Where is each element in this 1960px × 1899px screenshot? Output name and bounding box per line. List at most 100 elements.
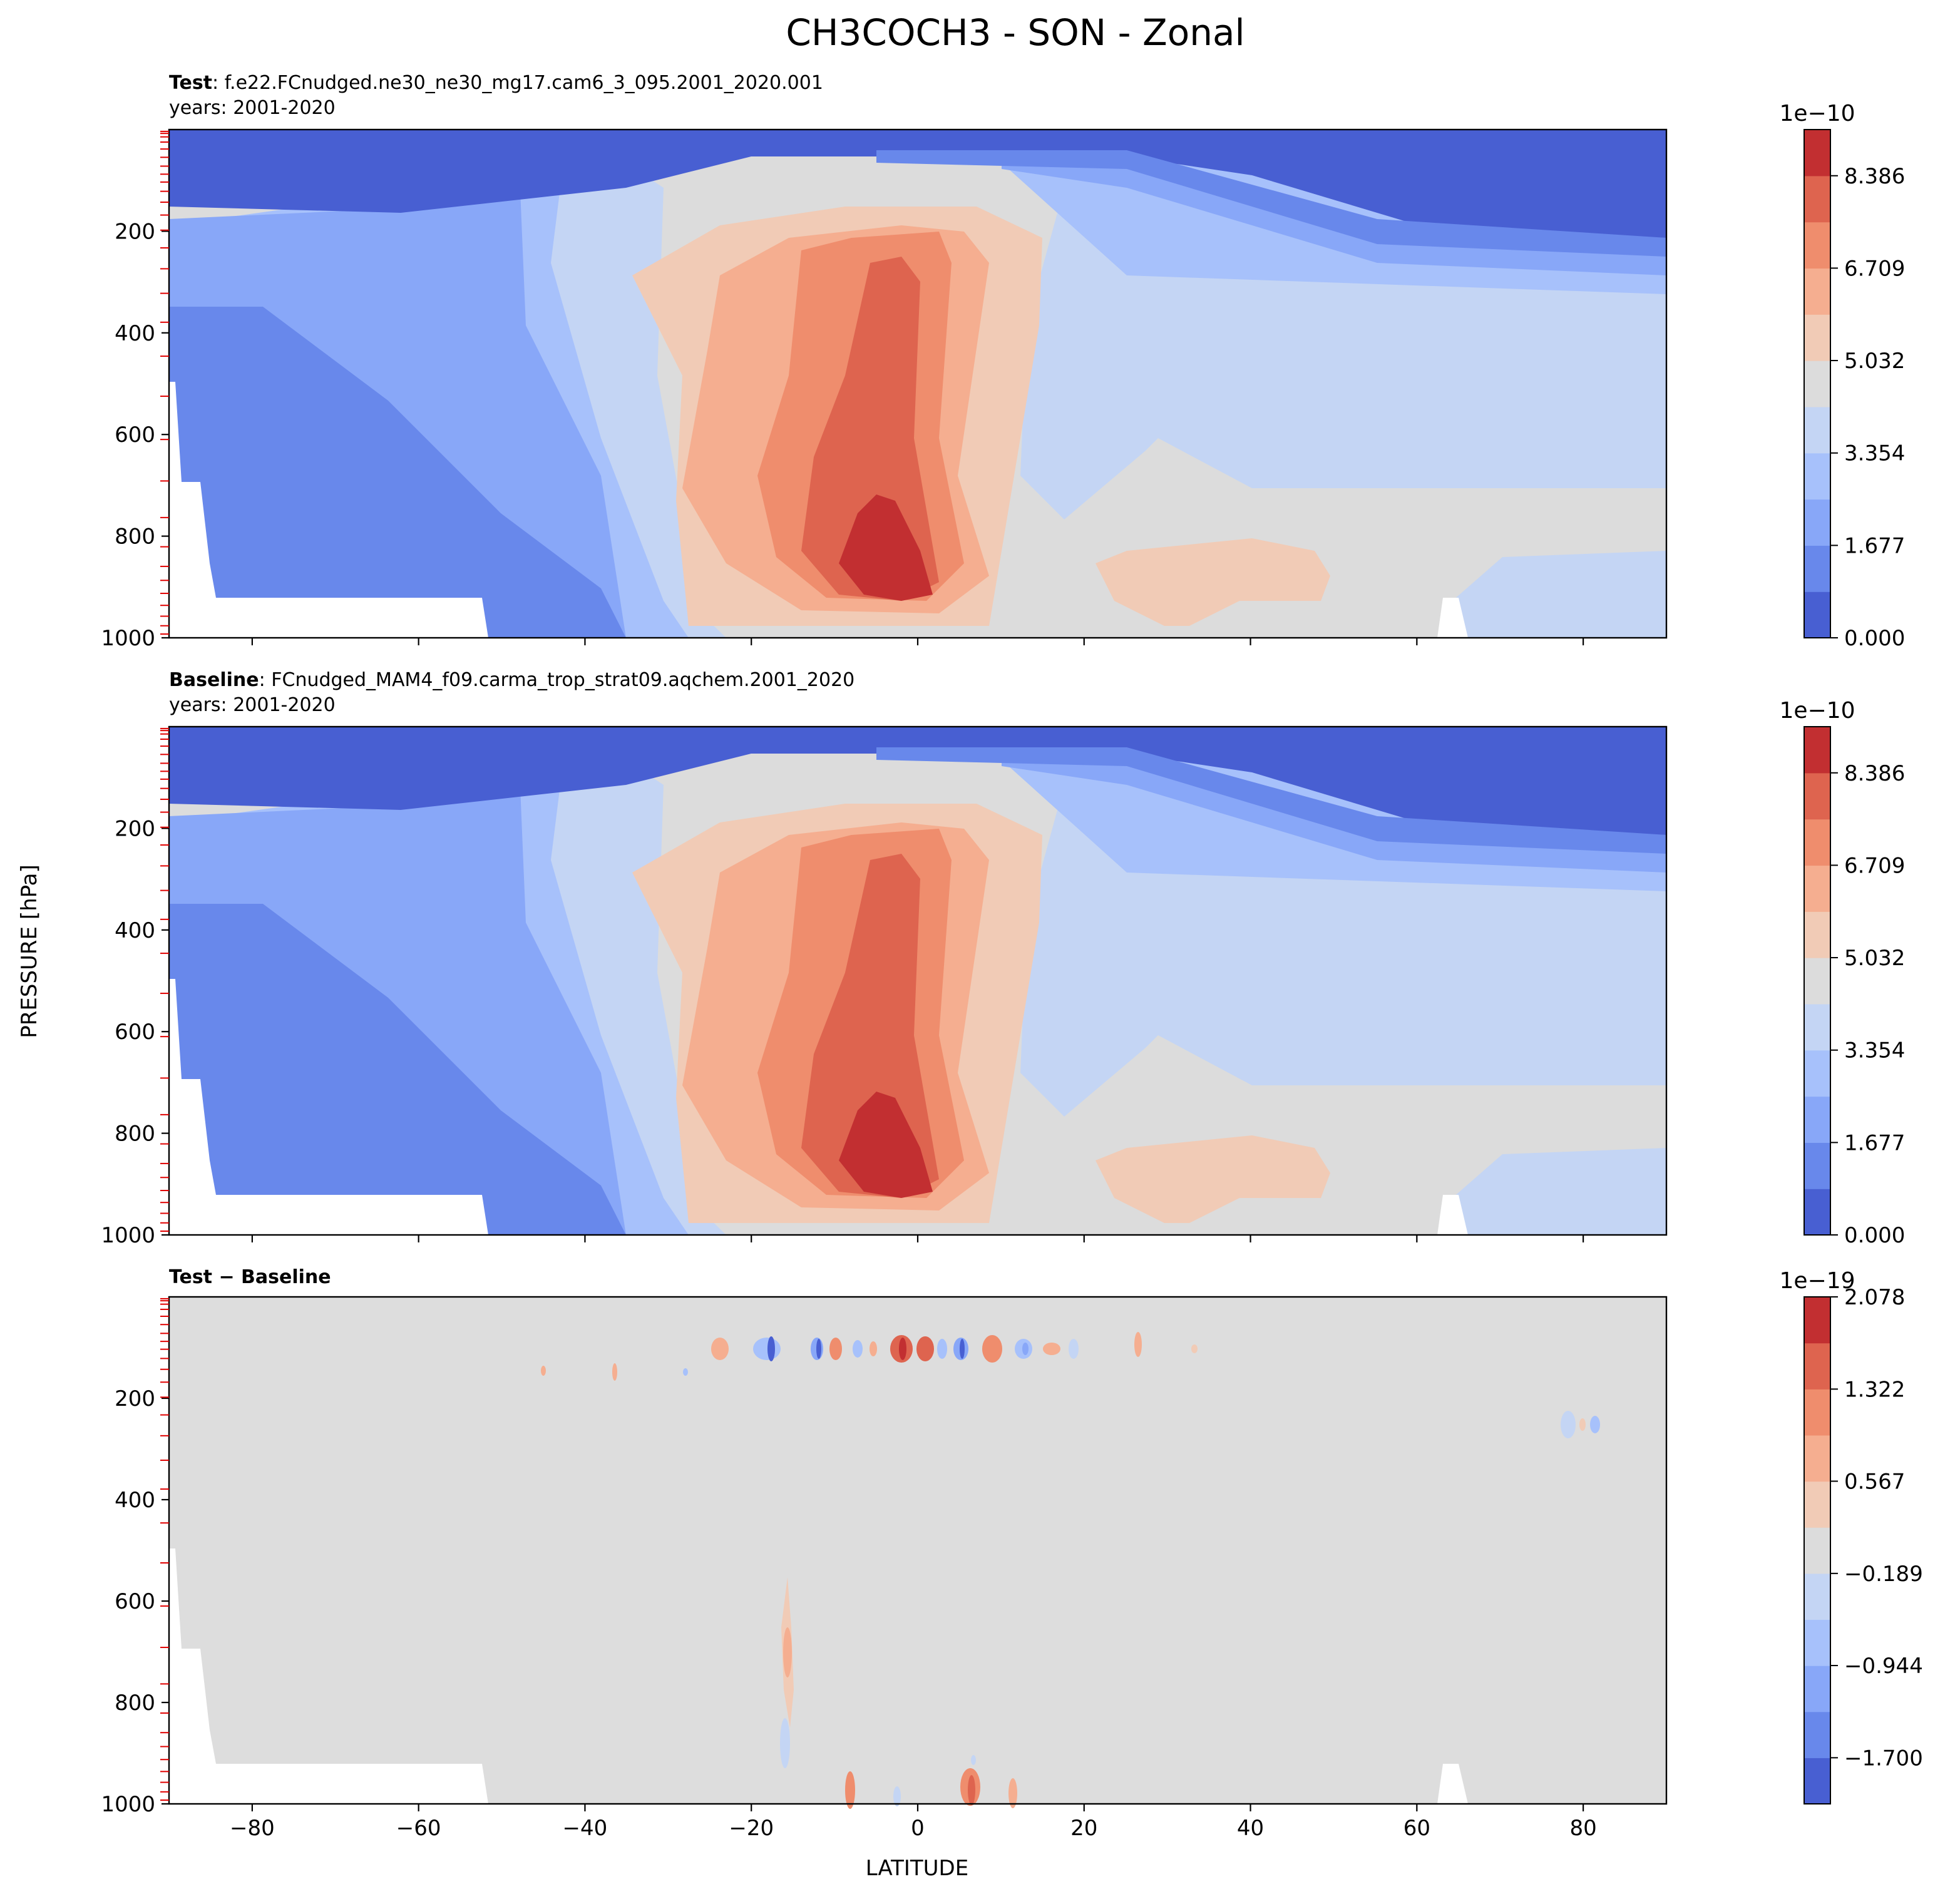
missing-surface-south <box>169 979 488 1235</box>
colorbar-tick-label: 0.000 <box>1844 1223 1905 1248</box>
colorbar-segment <box>1804 958 1830 1005</box>
x-tick-label: 0 <box>911 1816 925 1841</box>
colorbar-segment <box>1804 911 1830 958</box>
colorbar-segment <box>1804 1619 1830 1666</box>
y-tick-label: 600 <box>115 422 155 448</box>
colorbar-frame <box>1804 1296 1831 1804</box>
missing-surface-north <box>1437 1764 1468 1804</box>
colorbar-tick-label: 1.677 <box>1844 1130 1905 1155</box>
axes-diff: −80 −60 −40 −20 0 20 40 60 80 200 400 600 800 1000 <box>101 1298 1597 1841</box>
contour-level-0-south <box>169 307 626 638</box>
colorbar-segment <box>1804 1189 1830 1236</box>
colorbar-frame <box>1804 726 1831 1236</box>
anomaly-pos <box>845 1771 855 1809</box>
colorbar-tick-label: 5.032 <box>1844 349 1905 374</box>
colorbar-segment <box>1804 1142 1830 1189</box>
y-tick-label: 400 <box>115 1488 155 1513</box>
anomaly-pos <box>1043 1343 1060 1355</box>
contour-level-6-north <box>1095 538 1330 626</box>
x-tick-label: −80 <box>230 1816 275 1841</box>
diff-anomalies <box>541 1332 1600 1809</box>
anomaly-neg <box>780 1718 790 1768</box>
panel-test-title: Test: f.e22.FCnudged.ne30_ne30_mg17.cam6… <box>169 72 823 94</box>
colorbar-segment <box>1804 1666 1830 1712</box>
anomaly-pos <box>783 1627 792 1677</box>
colorbar-segment <box>1804 772 1830 820</box>
contour-level-0-north <box>876 747 1666 854</box>
contour-level-3-north-low <box>1452 1148 1666 1235</box>
colorbar-tick-label: 6.709 <box>1844 853 1905 878</box>
anomaly-pos <box>1134 1332 1142 1357</box>
anomaly-pos <box>612 1363 617 1381</box>
colorbar-segment <box>1804 545 1830 592</box>
anomaly-neg <box>816 1339 821 1359</box>
anomaly-pos <box>899 1338 906 1360</box>
y-tick-label: 200 <box>115 1386 155 1411</box>
colorbar-test: 0.000 1.677 3.354 5.032 6.709 8.386 1e−10 <box>1779 101 1905 651</box>
colorbar-layer: 0.0001.6773.3545.0326.7098.3861e−100.000… <box>1779 101 1923 1804</box>
colorbar-frame <box>1804 129 1831 638</box>
anomaly-pos <box>1191 1344 1198 1353</box>
figure-title: CH3COCH3 - SON - Zonal <box>786 11 1244 54</box>
colorbar-segment <box>1804 1050 1830 1097</box>
panel-test: Test: f.e22.FCnudged.ne30_ne30_mg17.cam6… <box>168 72 1668 639</box>
colorbar-segment <box>1804 1096 1830 1143</box>
colorbar-segment <box>1804 453 1830 500</box>
x-tick-label: −40 <box>563 1816 608 1841</box>
x-axis-label: LATITUDE <box>866 1856 968 1881</box>
colorbar-tick-label: 8.386 <box>1844 761 1905 786</box>
y-tick-label: 1000 <box>101 1792 155 1817</box>
y-tick-label: 1000 <box>101 1223 155 1248</box>
colorbar-segment <box>1804 865 1830 912</box>
colorbar-segment <box>1804 1481 1830 1528</box>
anomaly-neg <box>1069 1339 1079 1359</box>
colorbar-segment <box>1804 1435 1830 1482</box>
colorbar-segment <box>1804 1003 1830 1051</box>
colorbar-tick-label: 0.567 <box>1844 1469 1905 1494</box>
colorbar-tick-label: 3.354 <box>1844 441 1905 466</box>
colorbar-segment <box>1804 1527 1830 1574</box>
colorbar-tick-label: 5.032 <box>1844 946 1905 971</box>
anomaly-neg <box>960 1339 965 1359</box>
anomaly-neg <box>1590 1416 1600 1433</box>
colorbar-exponent: 1e−10 <box>1779 101 1855 126</box>
anomaly-neg <box>853 1340 863 1358</box>
panel-baseline: Baseline: FCnudged_MAM4_f09.carma_trop_s… <box>168 669 1668 1236</box>
contour-level-0-north <box>876 150 1666 257</box>
anomaly-neg <box>683 1368 688 1376</box>
anomaly-pos <box>711 1338 729 1360</box>
colorbar-tick-label: 6.709 <box>1844 256 1905 281</box>
axes-baseline: 200 400 600 800 1000 <box>101 727 1584 1248</box>
colorbar-segment <box>1804 499 1830 546</box>
colorbar-segment <box>1804 1343 1830 1390</box>
y-tick-label: 400 <box>115 321 155 346</box>
panel-diff: Test − Baseline <box>168 1266 1668 1809</box>
colorbar-tick-label: 1.322 <box>1844 1377 1905 1402</box>
colorbar-tick-label: 1.677 <box>1844 533 1905 558</box>
x-tick-label: −20 <box>729 1816 774 1841</box>
colorbar-baseline: 0.000 1.677 3.354 5.032 6.709 8.386 1e−10 <box>1779 698 1905 1248</box>
colorbar-segment <box>1804 1389 1830 1436</box>
contour-top-band-0 <box>169 727 1666 835</box>
panel-diff-title-bold: Test − Baseline <box>169 1266 331 1288</box>
panel-baseline-subtitle: years: 2001-2020 <box>169 694 336 716</box>
panel-baseline-title: Baseline: FCnudged_MAM4_f09.carma_trop_s… <box>169 669 854 691</box>
panel-baseline-title-rest: : FCnudged_MAM4_f09.carma_trop_strat09.a… <box>259 669 855 691</box>
panel-test-title-rest: : f.e22.FCnudged.ne30_ne30_mg17.cam6_3_0… <box>212 72 823 94</box>
colorbar-segment <box>1804 1573 1830 1620</box>
colorbar-segment <box>1804 1711 1830 1758</box>
y-tick-label: 800 <box>115 1122 155 1147</box>
anomaly-pos <box>916 1336 934 1361</box>
y-tick-label: 400 <box>115 918 155 943</box>
panel-baseline-title-bold: Baseline <box>169 669 259 691</box>
colorbar-segment <box>1804 727 1830 774</box>
colorbar-segment <box>1804 175 1830 223</box>
y-tick-label: 600 <box>115 1020 155 1045</box>
missing-surface-north <box>1437 598 1468 638</box>
missing-surface-south <box>169 382 488 638</box>
anomaly-pos <box>1579 1418 1586 1431</box>
y-tick-label: 1000 <box>101 626 155 651</box>
anomaly-neg <box>1022 1343 1029 1355</box>
anomaly-neg <box>937 1339 947 1359</box>
